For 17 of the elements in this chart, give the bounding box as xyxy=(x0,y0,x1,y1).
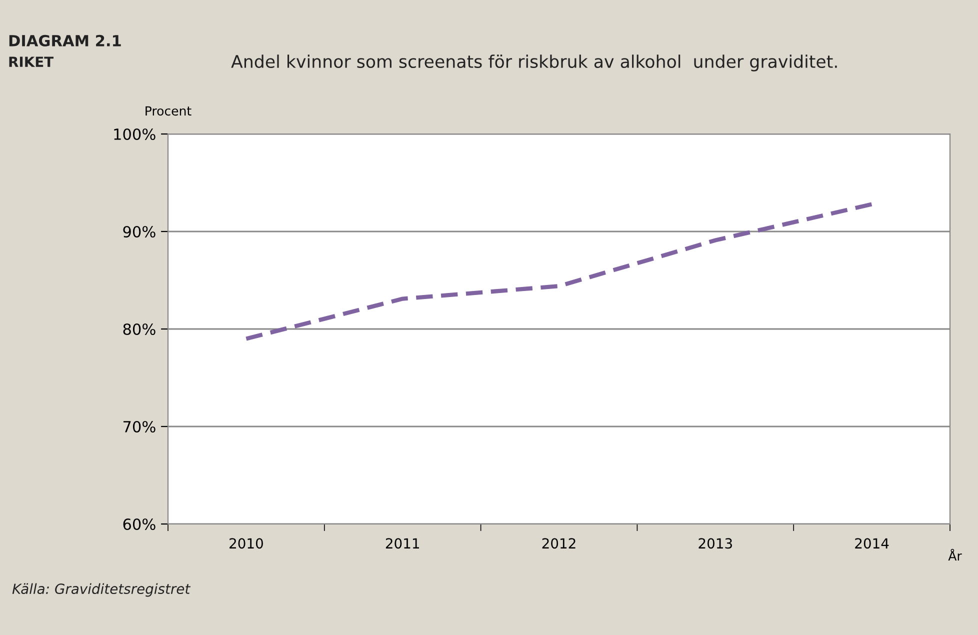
x-tick-label: 2011 xyxy=(386,538,419,549)
y-axis-title: Procent xyxy=(146,106,192,116)
line-series xyxy=(244,202,874,341)
x-tick-label: 2012 xyxy=(542,538,576,549)
y-tick-label: 80% xyxy=(123,323,156,336)
y-tick-label: 70% xyxy=(123,420,156,433)
x-tick-label: 2013 xyxy=(698,538,732,549)
text: Källa: Graviditetsregistret xyxy=(12,583,191,597)
x-axis-title: År xyxy=(948,548,962,560)
y-tick-label: 60% xyxy=(123,518,156,530)
y-tick-label: 100% xyxy=(114,128,156,140)
text: RIKET xyxy=(9,56,54,67)
y-tick-label: 90% xyxy=(123,226,156,238)
text: DIAGRAM 2.1 xyxy=(9,34,121,46)
x-tick-label: 2010 xyxy=(230,538,263,549)
x-tick-label: 2014 xyxy=(855,538,889,549)
chart-title: Andel kvinnor som screenats för riskbruk av alkohol under graviditet. xyxy=(231,54,837,72)
